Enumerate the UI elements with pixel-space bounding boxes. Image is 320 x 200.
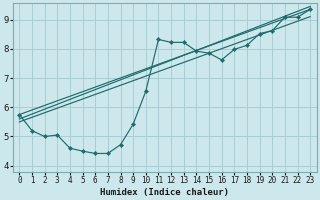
X-axis label: Humidex (Indice chaleur): Humidex (Indice chaleur) [100,188,229,197]
